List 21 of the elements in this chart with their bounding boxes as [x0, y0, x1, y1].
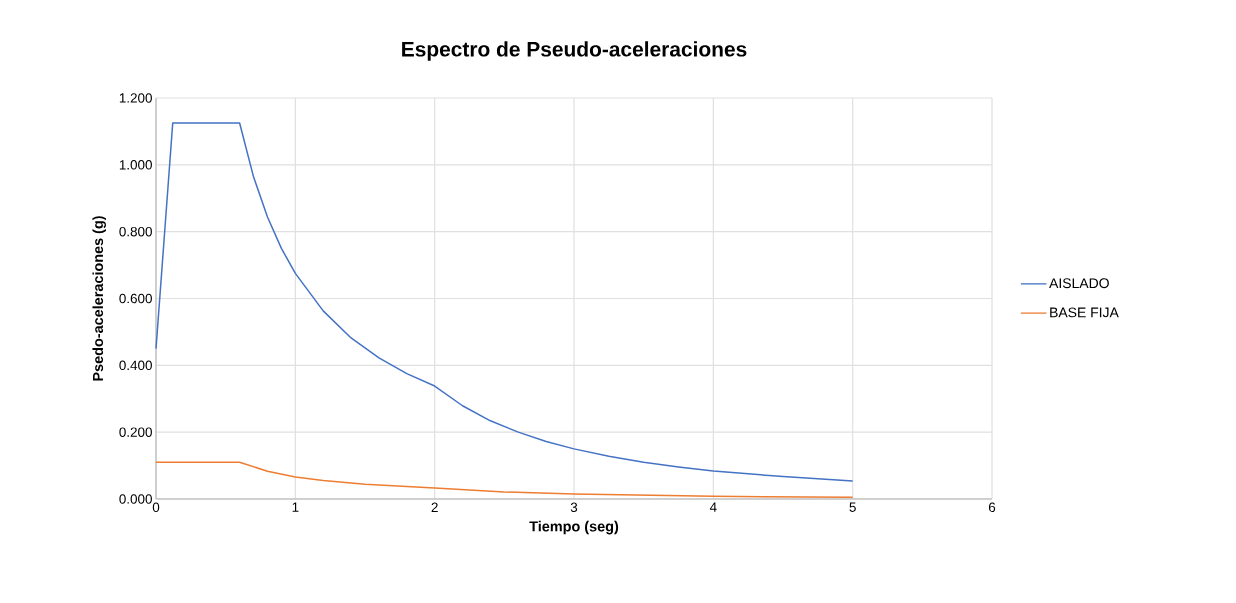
- y-tick-label: 1.200: [119, 93, 152, 103]
- x-tick-label: 4: [709, 502, 717, 512]
- y-tick-label: 1.000: [119, 160, 152, 170]
- y-tick-label: 0.800: [119, 226, 152, 237]
- x-tick-label: 5: [849, 502, 856, 512]
- x-tick-label: 2: [431, 502, 438, 512]
- line-series: [155, 461, 854, 499]
- y-tick-label: 0.200: [119, 427, 152, 437]
- x-axis-title: Tiempo (seg): [529, 520, 619, 535]
- x-tick-label: 0: [152, 502, 160, 513]
- y-tick-label: 0.400: [119, 360, 152, 371]
- y-axis-title: Psedo-aceleraciones (g): [92, 216, 106, 381]
- y-tick-label: 0.000: [119, 494, 152, 504]
- x-tick-label: 6: [988, 502, 996, 513]
- chart-title: Espectro de Pseudo-aceleraciones: [402, 41, 747, 61]
- legend-label: BASE FIJA: [1050, 307, 1119, 318]
- legend-label: AISLADO: [1049, 278, 1109, 289]
- x-tick-label: 1: [292, 502, 299, 512]
- x-tick-label: 3: [570, 502, 578, 513]
- y-tick-label: 0.600: [119, 293, 152, 304]
- line-series: [155, 122, 854, 482]
